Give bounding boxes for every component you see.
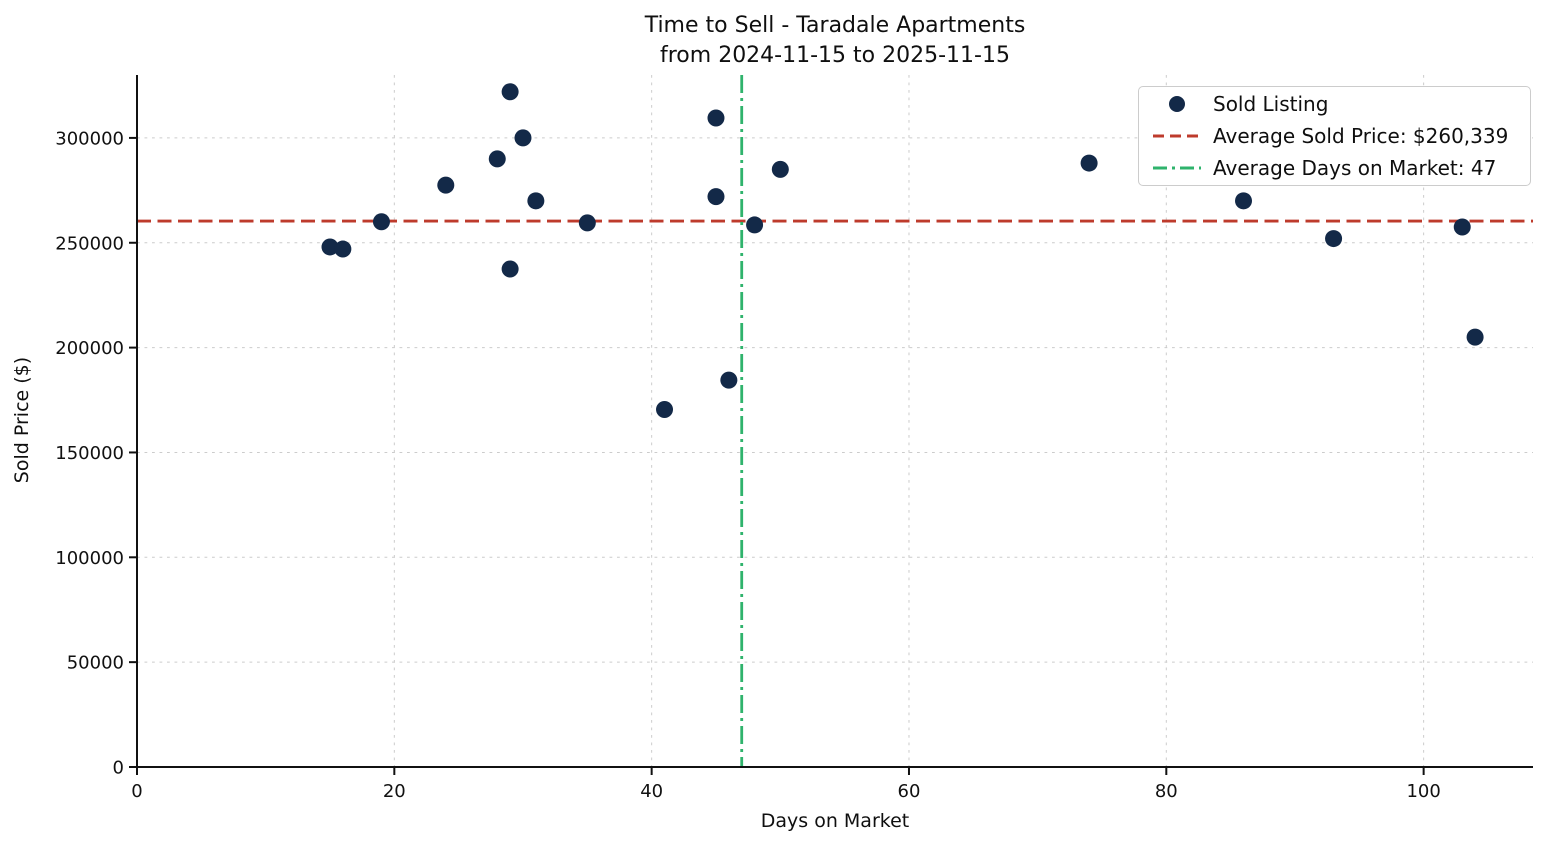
y-tick-label: 50000: [67, 653, 124, 674]
chart-title-line2: from 2024-11-15 to 2025-11-15: [660, 43, 1010, 68]
scatter-point: [746, 216, 764, 234]
x-tick-label: 40: [640, 781, 663, 802]
scatter-point: [1325, 230, 1343, 248]
scatter-point: [514, 129, 532, 147]
scatter-point: [527, 192, 545, 210]
scatter-point: [321, 238, 339, 256]
x-tick-label: 20: [383, 781, 406, 802]
y-axis-label: Sold Price ($): [11, 356, 33, 484]
scatter-point: [501, 83, 519, 101]
legend-swatch: [1151, 133, 1203, 139]
x-tick-label: 60: [898, 781, 921, 802]
scatter-marker-icon: [1169, 96, 1185, 112]
y-tick-label: 250000: [55, 233, 124, 254]
legend-item-average-price: Average Sold Price: $260,339: [1139, 121, 1530, 151]
scatter-point: [1466, 328, 1484, 346]
legend-label: Sold Listing: [1213, 92, 1329, 116]
x-tick-label: 100: [1406, 781, 1440, 802]
scatter-point: [771, 160, 789, 178]
x-tick-label: 0: [131, 781, 142, 802]
y-tick-label: 0: [113, 758, 124, 779]
y-tick-label: 200000: [55, 338, 124, 359]
scatter-point: [501, 260, 519, 278]
scatter-point: [656, 400, 674, 418]
legend: Sold Listing Average Sold Price: $260,33…: [1138, 86, 1531, 186]
dashed-line-icon: [1153, 134, 1201, 138]
legend-swatch: [1151, 96, 1203, 112]
legend-label: Average Days on Market: 47: [1213, 156, 1497, 180]
legend-swatch: [1151, 165, 1203, 171]
scatter-point: [488, 150, 506, 168]
scatter-point: [707, 109, 725, 127]
scatter-point: [707, 188, 725, 206]
dash-dot-line-icon: [1153, 166, 1201, 170]
x-tick-label: 80: [1155, 781, 1178, 802]
legend-label: Average Sold Price: $260,339: [1213, 124, 1509, 148]
legend-item-average-days: Average Days on Market: 47: [1139, 153, 1530, 183]
y-tick-label: 100000: [55, 548, 124, 569]
y-tick-label: 150000: [55, 443, 124, 464]
scatter-point: [1235, 192, 1253, 210]
scatter-point: [578, 214, 596, 232]
x-axis-label: Days on Market: [760, 810, 910, 832]
scatter-point: [720, 371, 738, 389]
scatter-point: [437, 176, 455, 194]
y-tick-label: 300000: [55, 128, 124, 149]
scatter-point: [1453, 218, 1471, 236]
chart-title: Time to Sell - Taradale Apartments from …: [137, 11, 1533, 71]
scatter-point: [334, 240, 352, 258]
scatter-point: [372, 213, 390, 231]
legend-item-sold-listing: Sold Listing: [1139, 89, 1530, 119]
chart-title-line1: Time to Sell - Taradale Apartments: [644, 13, 1026, 38]
scatter-point: [1080, 154, 1098, 172]
